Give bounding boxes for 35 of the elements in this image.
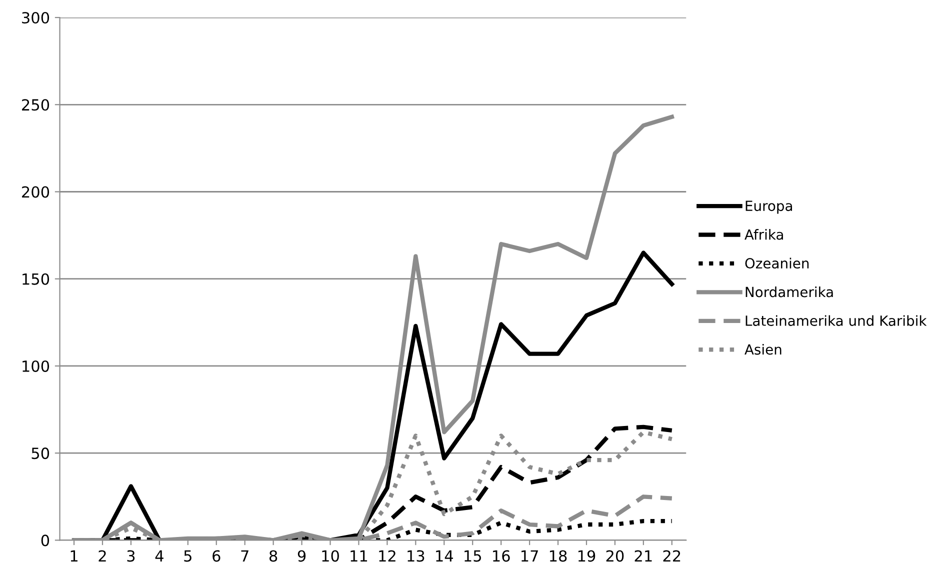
x-tick-label: 11 xyxy=(350,550,368,562)
x-tick-label: 19 xyxy=(578,550,596,562)
legend-label: Lateinamerika und Karibik xyxy=(746,315,927,326)
x-tick-label: 14 xyxy=(436,550,453,562)
y-tick-label: 250 xyxy=(22,99,50,111)
legend-label: Europa xyxy=(746,200,792,214)
x-tick-label: 15 xyxy=(464,550,481,562)
y-tick-label: 200 xyxy=(22,186,50,198)
x-tick-label: 2 xyxy=(98,550,106,562)
legend-label: Afrika xyxy=(744,229,783,240)
x-tick-label: 5 xyxy=(184,550,192,562)
x-tick-label: 21 xyxy=(634,550,652,562)
legend-label: Nordamerika xyxy=(746,286,833,298)
y-tick-label: 300 xyxy=(22,12,50,24)
x-tick-label: 3 xyxy=(127,550,135,562)
x-tick-label: 20 xyxy=(606,550,624,562)
y-tick-label: 50 xyxy=(32,448,50,460)
x-tick-label: 17 xyxy=(522,550,538,562)
x-tick-label: 4 xyxy=(155,550,164,562)
x-tick-label: 9 xyxy=(298,550,306,562)
x-tick-label: 13 xyxy=(408,550,424,562)
x-tick-label: 12 xyxy=(379,550,396,562)
legend-label: Asien xyxy=(744,344,782,355)
y-tick-label: 100 xyxy=(22,360,50,372)
x-tick-label: 7 xyxy=(241,550,248,562)
x-tick-label: 18 xyxy=(550,550,567,562)
legend-label: Ozeanien xyxy=(745,258,809,269)
x-tick-label: 8 xyxy=(269,550,278,562)
y-tick-label: 0 xyxy=(41,534,50,546)
x-tick-label: 22 xyxy=(663,550,680,562)
x-tick-label: 10 xyxy=(322,550,339,562)
y-tick-label: 150 xyxy=(22,273,50,285)
x-tick-label: 16 xyxy=(493,550,510,562)
x-tick-label: 1 xyxy=(70,550,78,562)
x-tick-label: 6 xyxy=(212,550,220,562)
